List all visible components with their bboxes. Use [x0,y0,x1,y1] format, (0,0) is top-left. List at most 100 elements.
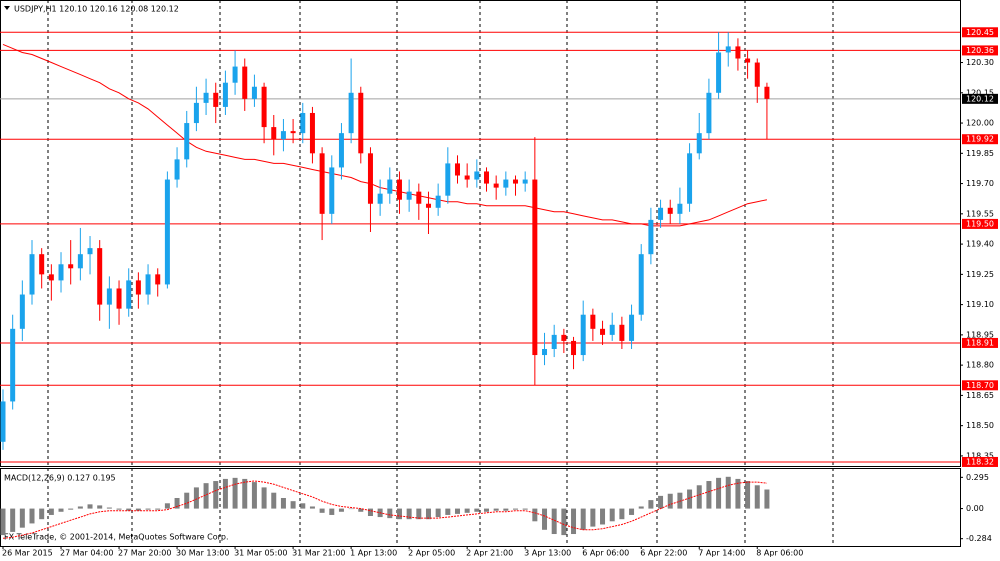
y-tick-label: 120.00 [966,119,994,128]
candle-body [677,203,683,214]
macd-bar [754,485,760,509]
macd-bar [445,508,451,515]
candle-body [754,62,760,87]
macd-bar [97,505,103,509]
y-tick-label: 120.30 [966,58,994,67]
macd-bar [87,504,93,509]
macd-y-tick-label: 0.00 [966,504,984,513]
macd-bar [725,476,731,509]
candle-body [0,401,6,442]
candle-body [145,274,151,295]
macd-bar [590,508,596,527]
macd-bar [106,507,112,509]
candle-body [687,153,693,204]
y-tick-label: 119.70 [966,179,994,188]
time-grid [47,0,834,546]
candle-body [367,153,373,204]
level-label-box [962,380,998,391]
x-tick-label: 26 Mar 2015 [2,549,53,558]
macd-bar [0,508,6,536]
macd-bar [19,508,25,528]
macd-bar [435,508,441,518]
candle-body [416,191,422,204]
candle-body [280,131,286,140]
x-tick-label: 7 Apr 14:00 [698,549,745,558]
y-tick-label: 119.55 [966,209,994,218]
candle-body [706,92,712,134]
candle-body [126,280,132,309]
candle-body [648,219,654,255]
candle-body [667,207,673,214]
level-label: 118.91 [966,338,994,347]
candle-body [503,179,509,188]
candle-body [658,207,664,220]
candle-body [358,92,364,154]
x-tick-label: 6 Apr 06:00 [582,549,629,558]
candle-body [716,52,722,93]
y-tick-label: 119.25 [966,270,994,279]
macd-bar [261,487,267,509]
candle-body [435,195,441,208]
candle-body [764,86,770,99]
candle-body [222,82,228,107]
macd-bar [309,506,315,509]
x-tick-label: 8 Apr 06:00 [756,549,803,558]
candle-body [580,314,586,356]
macd-bar [29,508,35,524]
x-tick-label: 31 Mar 05:00 [234,549,287,558]
candle-body [135,280,141,295]
x-tick-label: 6 Apr 22:00 [640,549,687,558]
level-label: 118.32 [966,457,994,466]
candle-body [571,340,577,356]
x-tick-label: 27 Mar 20:00 [118,549,171,558]
macd-bar [706,481,712,509]
macd-bar [242,478,248,509]
candle-body [29,254,35,295]
candle-body [19,294,25,329]
macd-y-tick-label: 0.295 [966,473,989,482]
macd-bar [406,508,412,520]
macd-bar [745,481,751,509]
title-arrow [4,6,10,10]
macd-bar [300,503,306,509]
candle-body [513,179,519,184]
macd-bar [10,508,16,532]
macd-bar [145,508,151,510]
candle-body [116,288,122,309]
y-tick-label: 118.80 [966,361,994,370]
candle-body [106,288,112,305]
candle-body [484,171,489,184]
level-label-box [962,456,998,467]
level-label-box [962,134,998,145]
candle-body [619,324,625,341]
macd-bar [629,508,635,515]
y-tick-label: 119.40 [966,240,994,249]
level-label: 119.92 [966,135,994,144]
macd-bar [203,483,209,509]
macd-bar [677,492,683,509]
macd-bar [164,503,170,509]
candle-body [522,179,528,184]
level-label: 120.45 [966,28,994,37]
macd-bar [580,508,586,530]
macd-bar [658,495,664,509]
macd-bar [126,508,132,511]
candle-body [629,314,635,341]
candle-body [561,334,567,341]
candle-body [271,127,277,140]
x-tick-label: 31 Mar 21:00 [292,549,345,558]
macd-signal [2,480,767,539]
candle-body [174,159,180,180]
candle-body [251,86,257,99]
macd-bar [116,508,122,510]
macd-bar [329,508,335,515]
candle-body [551,334,557,349]
level-label-box [962,45,998,56]
candle-body [203,92,209,103]
candle-body [454,163,460,176]
macd-bar [367,508,373,517]
candle-body [338,133,344,168]
candle-body [10,328,16,402]
candle-body [735,46,741,59]
macd-bar [464,508,470,513]
